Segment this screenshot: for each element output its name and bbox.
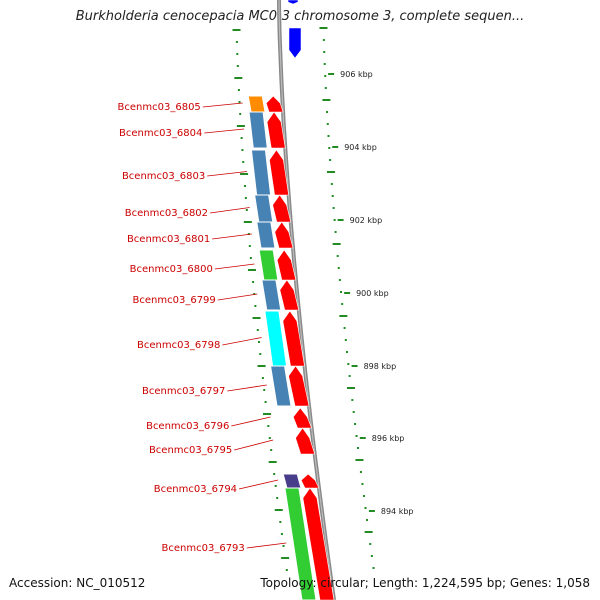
cog-box	[254, 194, 274, 223]
scale-tick-label: 896 kbp	[372, 434, 405, 443]
scale-tick-label: 904 kbp	[344, 143, 377, 152]
gene-leader-line	[238, 479, 279, 490]
scale-tick-label: 898 kbp	[364, 362, 397, 371]
cog-box	[258, 249, 279, 281]
gene-leader-line	[202, 102, 243, 108]
cog-box	[282, 473, 302, 489]
backbone-highlight	[278, 0, 335, 600]
forward-cds-arrow	[300, 473, 320, 489]
cog-box	[248, 111, 268, 149]
gene-label: Bcenmc03_6803	[122, 171, 205, 182]
gene-label: Bcenmc03_6805	[118, 102, 201, 113]
gene-label: Bcenmc03_6800	[130, 264, 213, 275]
forward-cds-arrow	[265, 95, 284, 113]
gene-label: Bcenmc03_6793	[162, 543, 245, 554]
gene-label: Bcenmc03_6798	[137, 340, 220, 351]
forward-cds-arrow	[302, 487, 335, 600]
cog-box	[256, 221, 276, 249]
scale-tick-label: 906 kbp	[340, 70, 373, 79]
cog-box	[247, 95, 266, 113]
gene-leader-line	[231, 416, 271, 427]
scale-tick-label: 900 kbp	[356, 289, 389, 298]
gene-leader-line	[246, 542, 287, 549]
gene-label: Bcenmc03_6795	[149, 445, 232, 456]
cog-box	[284, 487, 317, 600]
gene-label: Bcenmc03_6799	[133, 295, 216, 306]
forward-cds-arrow	[295, 427, 316, 455]
accession-label: Accession: NC_010512	[9, 576, 146, 590]
forward-cds-arrow	[274, 221, 294, 249]
gene-label: Bcenmc03_6796	[146, 421, 229, 432]
gene-leader-line	[207, 171, 248, 177]
gene-labels: Bcenmc03_6805 Bcenmc03_6804 Bcenmc03_6803 B…	[118, 102, 287, 554]
map-title: Burkholderia cenocepacia MC0-3 chromosom…	[75, 9, 525, 24]
gene-label: Bcenmc03_6794	[154, 484, 237, 495]
gene-leader-line	[222, 337, 262, 346]
forward-cds-arrow	[269, 149, 289, 196]
forward-cds-arrow	[282, 310, 305, 367]
scale-labels: 906 kbp 904 kbp 902 kbp 900 kbp 898 kbp 896 k…	[328, 70, 413, 516]
outer-tick-ring	[319, 27, 375, 569]
cog-track	[247, 95, 317, 600]
forward-cds-arrow	[272, 194, 292, 223]
gene-label: Bcenmc03_6797	[142, 386, 225, 397]
gene-leader-line	[217, 293, 258, 301]
cog-box	[250, 149, 272, 196]
forward-cds-arrow	[276, 249, 297, 281]
gene-leader-line	[212, 233, 252, 240]
cog-box	[264, 310, 288, 367]
gene-leader-line	[234, 439, 274, 451]
inner-tick-ring	[232, 29, 290, 571]
reverse-cds-arrow	[287, 0, 299, 5]
forward-cds-arrow	[279, 279, 300, 311]
forward-cds-arrow	[288, 365, 310, 407]
scale-tick-label: 902 kbp	[350, 216, 383, 225]
cog-box	[269, 365, 292, 407]
cog-box	[261, 279, 282, 311]
cds-track	[265, 0, 335, 600]
gene-leader-line	[214, 263, 255, 270]
gene-label: Bcenmc03_6802	[125, 208, 208, 219]
gene-leader-line	[204, 128, 245, 134]
forward-cds-arrow	[266, 111, 286, 149]
gene-leader-line	[209, 207, 250, 214]
reverse-cds-arrow	[288, 27, 302, 59]
scale-tick-label: 894 kbp	[381, 507, 414, 516]
chromosome-backbone	[277, 0, 336, 600]
topology-label: Topology: circular; Length: 1,224,595 bp…	[260, 576, 590, 590]
gene-label: Bcenmc03_6801	[127, 234, 210, 245]
gene-label: Bcenmc03_6804	[119, 128, 202, 139]
gene-leader-line	[227, 384, 267, 392]
forward-cds-arrow	[292, 407, 313, 429]
